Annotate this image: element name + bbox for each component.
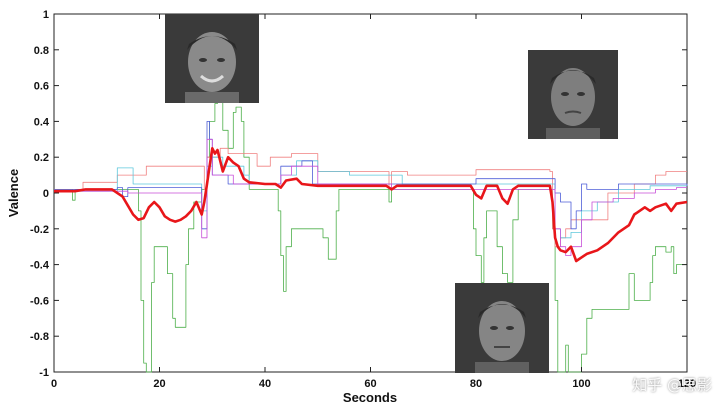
y-tick-label: 0.6 bbox=[34, 81, 49, 93]
face-image-icon bbox=[528, 50, 618, 139]
x-tick-label: 20 bbox=[153, 378, 165, 390]
x-tick-label: 0 bbox=[51, 378, 57, 390]
y-tick-label: -1 bbox=[39, 367, 49, 379]
y-tick-label: -0.8 bbox=[30, 331, 49, 343]
x-tick-label: 40 bbox=[259, 378, 271, 390]
y-tick-label: 1 bbox=[43, 9, 49, 21]
series-layer bbox=[54, 99, 688, 373]
series-line-rater-green bbox=[54, 99, 687, 373]
y-tick-label: -0.6 bbox=[30, 295, 49, 307]
y-tick-label: 0.8 bbox=[34, 45, 49, 57]
y-tick-label: -0.2 bbox=[30, 224, 49, 236]
x-tick-label: 60 bbox=[364, 378, 376, 390]
y-tick-label: -0.4 bbox=[30, 260, 50, 272]
face-photo-bottom bbox=[455, 283, 549, 373]
tick-layer: 0 20 40 60 80 100 120 -1 -0.8 -0.6 -0.4 -0.2 0 0.2 0.4… bbox=[30, 9, 696, 390]
face-image-icon bbox=[165, 14, 259, 103]
y-tick-label: 0.2 bbox=[34, 152, 49, 164]
series-line-mean-valence bbox=[54, 147, 688, 263]
y-tick-label: 0.4 bbox=[34, 116, 50, 128]
x-tick-label: 80 bbox=[470, 378, 482, 390]
x-tick-label: 120 bbox=[678, 378, 696, 390]
x-tick-label: 100 bbox=[572, 378, 590, 390]
face-image-icon bbox=[455, 283, 549, 373]
y-axis-label: Valence bbox=[6, 169, 21, 217]
y-tick-label: 0 bbox=[43, 188, 49, 200]
series-line-rater-blue bbox=[54, 121, 688, 230]
face-photo-smiling bbox=[165, 14, 259, 103]
x-axis-label: Seconds bbox=[343, 390, 397, 405]
face-photo-right bbox=[528, 50, 618, 139]
watermark-text: 知乎 @思影 bbox=[632, 376, 712, 394]
